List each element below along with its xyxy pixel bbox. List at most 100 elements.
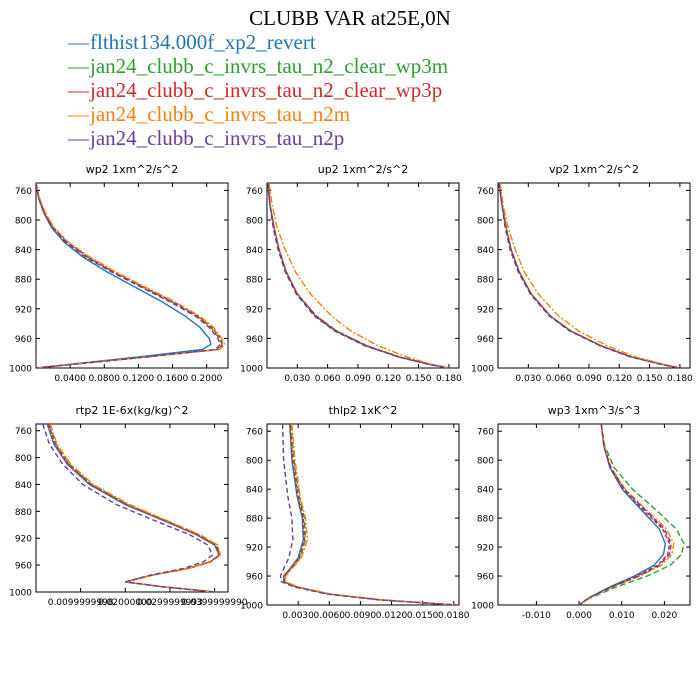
y-tick-label: 960 <box>477 573 494 583</box>
x-tick-label: 0.120 <box>375 374 401 384</box>
x-tick-label: -0.010 <box>522 611 551 621</box>
x-tick-label: 0.0180 <box>438 611 470 621</box>
y-tick-label: 1000 <box>471 365 494 375</box>
y-tick-label: 760 <box>477 428 494 438</box>
x-tick-label: 0.0030 <box>282 611 314 621</box>
x-tick-label: 0.2000 <box>191 374 223 384</box>
y-tick-label: 800 <box>15 217 32 227</box>
legend-label: jan24_clubb_c_invrs_tau_n2_clear_wp3m <box>90 54 449 78</box>
series-line <box>36 183 212 368</box>
x-tick-label: 0.0099999998 <box>48 598 114 608</box>
y-tick-label: 960 <box>477 335 494 345</box>
y-tick-label: 800 <box>477 217 494 227</box>
series-line <box>267 183 450 368</box>
y-tick-label: 1000 <box>9 589 32 599</box>
y-tick-label: 1000 <box>240 365 263 375</box>
x-tick-label: 0.1600 <box>157 374 189 384</box>
chart-panel-vp2: vp2 1xm^2/s^2 760 800 840 880 920 960 1000 0.030… <box>471 163 693 384</box>
series-line <box>498 183 681 368</box>
legend-swatch: — <box>68 102 89 126</box>
series-line <box>578 424 667 605</box>
x-tick-label: 0.020 <box>652 611 678 621</box>
chart-panel-rtp2: rtp2 1E-6x(kg/kg)^2 760 800 840 880 920 960 100… <box>9 404 248 608</box>
series-line <box>36 183 226 368</box>
series-line <box>36 183 224 368</box>
y-tick-label: 800 <box>246 457 263 467</box>
y-tick-label: 840 <box>15 481 32 491</box>
y-tick-label: 880 <box>246 276 263 286</box>
legend-label: jan24_clubb_c_invrs_tau_n2p <box>90 126 345 150</box>
x-tick-label: 0.030 <box>515 374 541 384</box>
series-line <box>285 424 456 605</box>
series-line <box>279 424 456 605</box>
series-line <box>498 183 681 368</box>
y-tick-label: 920 <box>15 535 32 545</box>
x-tick-label: 0.02000000 <box>98 598 153 608</box>
x-tick-label: 0.0299999993 <box>137 598 203 608</box>
series-line <box>267 183 450 368</box>
x-tick-label: 0.150 <box>406 374 432 384</box>
y-tick-label: 1000 <box>240 602 263 612</box>
x-tick-label: 0.150 <box>637 374 663 384</box>
legend-swatch: — <box>68 126 89 150</box>
x-tick-label: 0.120 <box>606 374 632 384</box>
x-tick-label: 0.090 <box>576 374 602 384</box>
y-tick-label: 920 <box>246 544 263 554</box>
chart-panel-up2: up2 1xm^2/s^2 760 800 840 880 920 960 1000 0.030… <box>240 163 462 384</box>
series-line <box>42 424 215 592</box>
plot-frame <box>266 182 460 369</box>
y-tick-label: 920 <box>477 544 494 554</box>
x-tick-label: 0.090 <box>345 374 371 384</box>
y-tick-label: 880 <box>15 276 32 286</box>
x-tick-label: 0.0800 <box>89 374 121 384</box>
y-tick-label: 1000 <box>9 365 32 375</box>
y-tick-label: 800 <box>477 457 494 467</box>
x-tick-label: 0.180 <box>667 374 693 384</box>
y-tick-label: 840 <box>246 486 263 496</box>
y-tick-label: 880 <box>15 508 32 518</box>
legend-label: flthist134.000f_xp2_revert <box>90 30 316 54</box>
y-tick-label: 760 <box>246 187 263 197</box>
y-tick-label: 920 <box>15 305 32 315</box>
series-line <box>283 424 456 605</box>
figure-title: CLUBB VAR at25E,0N <box>249 6 451 30</box>
x-tick-label: 0.060 <box>315 374 341 384</box>
y-tick-label: 880 <box>246 515 263 525</box>
x-tick-label: 0.0090 <box>345 611 377 621</box>
y-tick-label: 840 <box>477 246 494 256</box>
series-line <box>267 183 450 368</box>
y-tick-label: 920 <box>477 305 494 315</box>
panel-title: vp2 1xm^2/s^2 <box>549 163 639 176</box>
y-tick-label: 760 <box>246 428 263 438</box>
legend: —flthist134.000f_xp2_revert —jan24_clubb… <box>68 30 448 150</box>
x-tick-label: 0.0120 <box>376 611 408 621</box>
y-tick-label: 880 <box>477 515 494 525</box>
y-tick-label: 760 <box>477 187 494 197</box>
series-line <box>36 183 222 368</box>
series-line <box>578 424 685 605</box>
legend-swatch: — <box>68 78 89 102</box>
y-tick-label: 960 <box>246 573 263 583</box>
x-tick-label: 0.0060 <box>314 611 346 621</box>
y-tick-label: 840 <box>477 486 494 496</box>
legend-item: —flthist134.000f_xp2_revert <box>68 30 448 54</box>
legend-item: —jan24_clubb_c_invrs_tau_n2_clear_wp3m <box>68 54 448 78</box>
x-tick-label: 0.030 <box>284 374 310 384</box>
series-line <box>578 424 672 605</box>
x-tick-label: 0.180 <box>436 374 462 384</box>
plot-frame <box>497 423 691 606</box>
series-line <box>268 183 450 368</box>
panel-title: wp3 1xm^3/s^3 <box>548 404 641 417</box>
x-tick-label: 0.010 <box>609 611 635 621</box>
series-line <box>578 424 671 605</box>
series-line <box>283 424 456 605</box>
y-tick-label: 760 <box>15 427 32 437</box>
panel-title: thlp2 1xK^2 <box>329 404 398 417</box>
legend-label: jan24_clubb_c_invrs_tau_n2_clear_wp3p <box>90 78 443 102</box>
legend-item: —jan24_clubb_c_invrs_tau_n2p <box>68 126 448 150</box>
x-tick-label: 0.1200 <box>123 374 155 384</box>
plot-frame <box>35 423 229 593</box>
y-tick-label: 800 <box>246 217 263 227</box>
y-tick-label: 960 <box>15 562 32 572</box>
